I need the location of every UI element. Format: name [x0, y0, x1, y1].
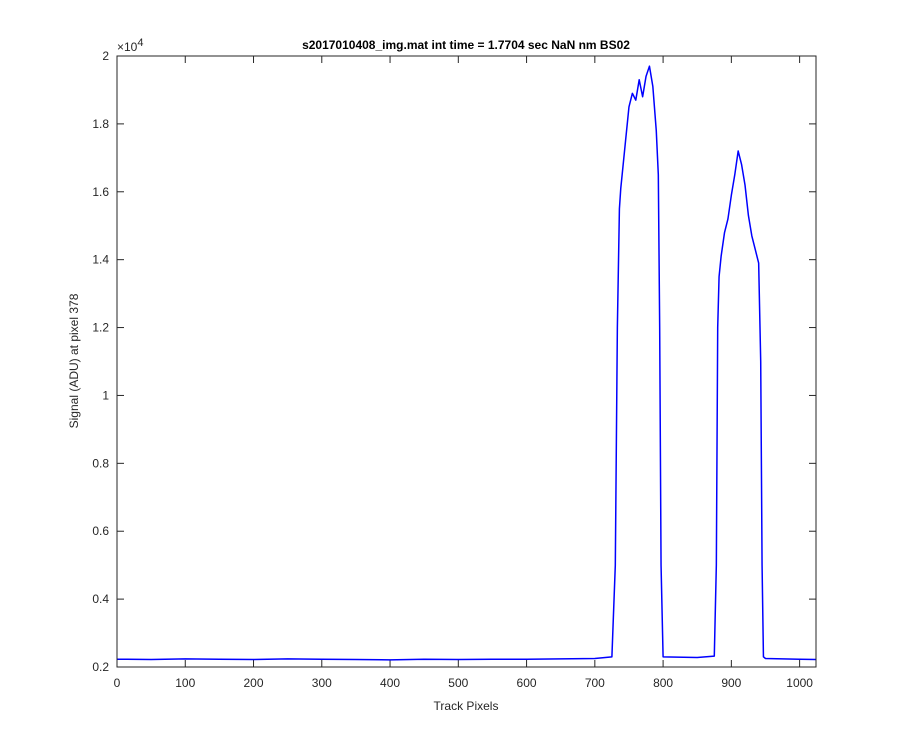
y-tick-label: 1.8 — [92, 117, 109, 131]
y-tick-label: 0.4 — [92, 592, 109, 606]
chart-title: s2017010408_img.mat int time = 1.7704 se… — [302, 38, 630, 52]
x-tick-label: 500 — [448, 676, 468, 690]
y-axis-multiplier-exponent: 4 — [137, 37, 143, 49]
axes-box — [116, 55, 817, 668]
y-tick-label: 0.2 — [92, 660, 109, 674]
axis-ticks — [116, 55, 816, 668]
tick-labels: 0 100 200 300 400 500 600 700 800 900 1000 0.2 0.4 0.… — [92, 49, 813, 690]
y-axis-multiplier: ×104 — [117, 37, 143, 54]
x-tick-label: 300 — [312, 676, 332, 690]
x-tick-label: 100 — [175, 676, 195, 690]
plot-area — [117, 56, 816, 667]
x-tick-label: 900 — [721, 676, 741, 690]
x-axis-label: Track Pixels — [434, 699, 499, 713]
x-tick-label: 800 — [653, 676, 673, 690]
x-tick-label: 1000 — [786, 676, 813, 690]
y-tick-label: 2 — [102, 49, 109, 63]
y-axis-label: Signal (ADU) at pixel 378 — [67, 293, 81, 428]
y-tick-label: 1 — [102, 388, 109, 402]
x-tick-label: 400 — [380, 676, 400, 690]
x-tick-label: 700 — [585, 676, 605, 690]
y-tick-label: 0.6 — [92, 524, 109, 538]
signal-line — [116, 65, 817, 661]
y-axis-multiplier-base: ×10 — [117, 40, 138, 54]
y-tick-label: 1.2 — [92, 321, 109, 335]
x-tick-label: 0 — [114, 676, 121, 690]
x-tick-label: 600 — [517, 676, 537, 690]
y-tick-label: 1.6 — [92, 185, 109, 199]
y-tick-label: 1.4 — [92, 253, 109, 267]
y-tick-label: 0.8 — [92, 456, 109, 470]
x-tick-label: 200 — [244, 676, 264, 690]
